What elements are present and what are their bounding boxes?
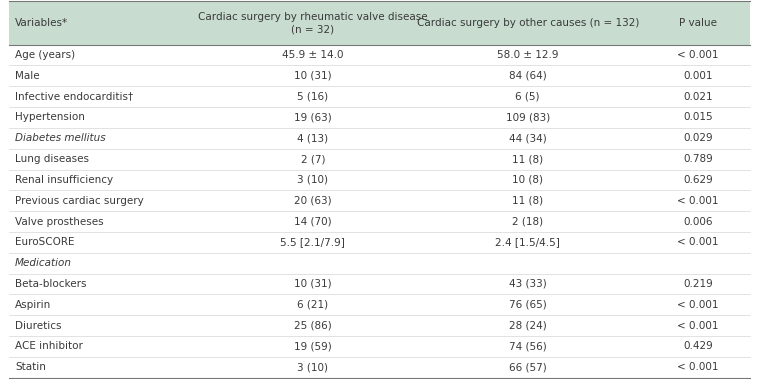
Text: Infective endocarditis†: Infective endocarditis†	[15, 92, 133, 102]
Text: 2 (18): 2 (18)	[512, 216, 543, 227]
Text: Lung diseases: Lung diseases	[15, 154, 89, 164]
Text: Cardiac surgery by other causes (n = 132): Cardiac surgery by other causes (n = 132…	[417, 18, 639, 28]
Text: Previous cardiac surgery: Previous cardiac surgery	[15, 196, 143, 206]
Text: 5 (16): 5 (16)	[298, 92, 329, 102]
Text: < 0.001: < 0.001	[678, 237, 719, 247]
Text: 45.9 ± 14.0: 45.9 ± 14.0	[282, 50, 344, 60]
Text: Valve prostheses: Valve prostheses	[15, 216, 104, 227]
Text: 0.029: 0.029	[683, 133, 713, 143]
Text: 19 (63): 19 (63)	[294, 113, 332, 122]
Text: 74 (56): 74 (56)	[509, 341, 546, 351]
Text: < 0.001: < 0.001	[678, 300, 719, 310]
Text: Age (years): Age (years)	[15, 50, 75, 60]
Text: Beta-blockers: Beta-blockers	[15, 279, 87, 289]
Text: 20 (63): 20 (63)	[294, 196, 332, 206]
Text: Diabetes mellitus: Diabetes mellitus	[15, 133, 106, 143]
Text: < 0.001: < 0.001	[678, 321, 719, 330]
Text: < 0.001: < 0.001	[678, 196, 719, 206]
Text: 3 (10): 3 (10)	[298, 175, 329, 185]
Text: 58.0 ± 12.9: 58.0 ± 12.9	[497, 50, 559, 60]
Text: 19 (59): 19 (59)	[294, 341, 332, 351]
Text: 44 (34): 44 (34)	[509, 133, 546, 143]
Text: P value: P value	[679, 18, 717, 28]
Text: Renal insufficiency: Renal insufficiency	[15, 175, 113, 185]
Bar	[9, 2, 750, 45]
Text: 25 (86): 25 (86)	[294, 321, 332, 330]
Text: 0.629: 0.629	[683, 175, 713, 185]
Text: 0.021: 0.021	[683, 92, 713, 102]
Text: 0.429: 0.429	[683, 341, 713, 351]
Text: 0.001: 0.001	[683, 71, 713, 81]
Text: Male: Male	[15, 71, 39, 81]
Text: 4 (13): 4 (13)	[298, 133, 329, 143]
Text: 66 (57): 66 (57)	[509, 362, 546, 372]
Text: 2.4 [1.5/4.5]: 2.4 [1.5/4.5]	[496, 237, 560, 247]
Text: 76 (65): 76 (65)	[509, 300, 546, 310]
Text: < 0.001: < 0.001	[678, 50, 719, 60]
Text: 0.789: 0.789	[683, 154, 713, 164]
Text: 14 (70): 14 (70)	[294, 216, 332, 227]
Text: 84 (64): 84 (64)	[509, 71, 546, 81]
Text: 11 (8): 11 (8)	[512, 196, 543, 206]
Text: 10 (31): 10 (31)	[294, 279, 332, 289]
Text: 11 (8): 11 (8)	[512, 154, 543, 164]
Text: Hypertension: Hypertension	[15, 113, 85, 122]
Text: 10 (8): 10 (8)	[512, 175, 543, 185]
Text: 0.006: 0.006	[683, 216, 713, 227]
Text: 5.5 [2.1/7.9]: 5.5 [2.1/7.9]	[280, 237, 345, 247]
Text: 6 (5): 6 (5)	[515, 92, 540, 102]
Text: Statin: Statin	[15, 362, 46, 372]
Text: Medication: Medication	[15, 258, 72, 268]
Text: 6 (21): 6 (21)	[298, 300, 329, 310]
Text: 43 (33): 43 (33)	[509, 279, 546, 289]
Text: 2 (7): 2 (7)	[301, 154, 325, 164]
Text: ACE inhibitor: ACE inhibitor	[15, 341, 83, 351]
Text: 3 (10): 3 (10)	[298, 362, 329, 372]
Text: EuroSCORE: EuroSCORE	[15, 237, 74, 247]
Text: Variables*: Variables*	[15, 18, 68, 28]
Text: Cardiac surgery by rheumatic valve disease
(n = 32): Cardiac surgery by rheumatic valve disea…	[198, 12, 427, 34]
Text: 28 (24): 28 (24)	[509, 321, 546, 330]
Text: Diuretics: Diuretics	[15, 321, 61, 330]
Text: 0.015: 0.015	[683, 113, 713, 122]
Text: 0.219: 0.219	[683, 279, 713, 289]
Text: < 0.001: < 0.001	[678, 362, 719, 372]
Text: 109 (83): 109 (83)	[505, 113, 550, 122]
Text: Aspirin: Aspirin	[15, 300, 52, 310]
Text: 10 (31): 10 (31)	[294, 71, 332, 81]
